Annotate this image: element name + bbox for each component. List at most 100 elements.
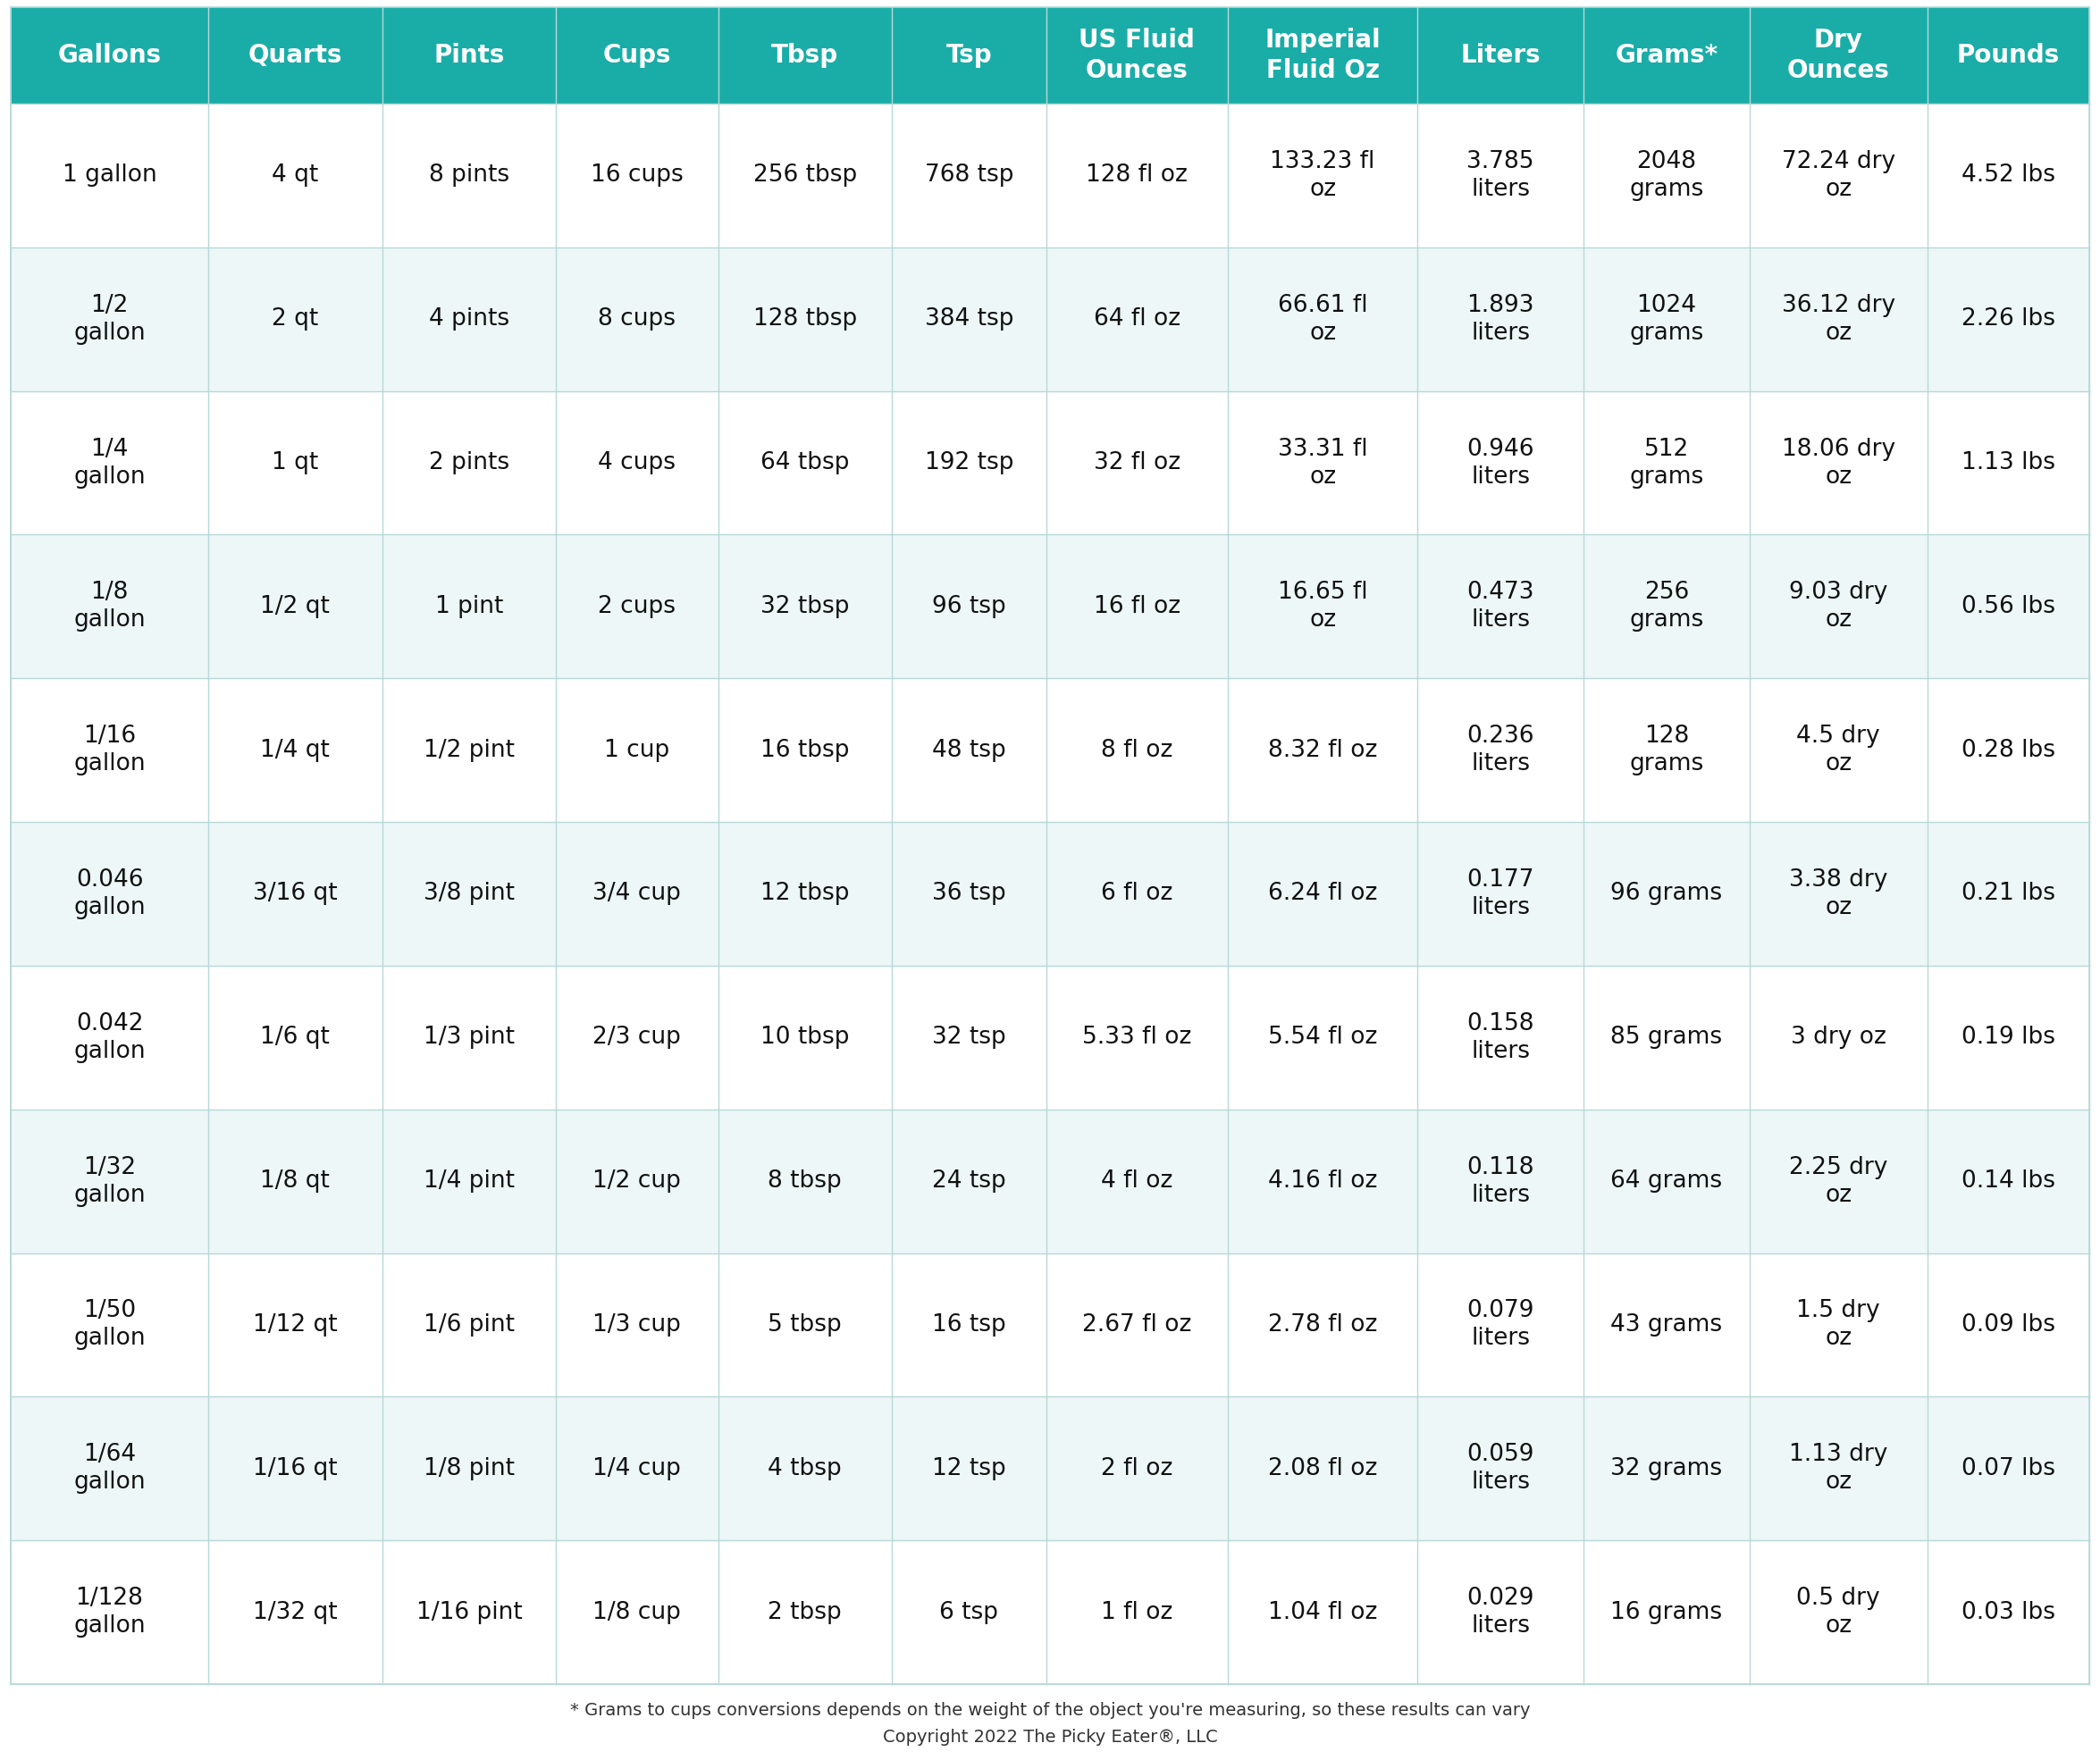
- Text: 1/3 cup: 1/3 cup: [592, 1313, 680, 1336]
- Text: 16 cups: 16 cups: [590, 164, 682, 187]
- Text: 1/4 qt: 1/4 qt: [260, 739, 330, 762]
- Text: 2 cups: 2 cups: [598, 595, 676, 618]
- Text: 0.19 lbs: 0.19 lbs: [1961, 1026, 2056, 1049]
- Text: 0.118
liters: 0.118 liters: [1466, 1156, 1535, 1207]
- Bar: [10, 1253, 208, 1397]
- Bar: [718, 966, 892, 1109]
- Bar: [556, 1109, 718, 1253]
- Bar: [1228, 1253, 1418, 1397]
- Bar: [382, 104, 556, 248]
- Bar: [10, 104, 208, 248]
- Text: 5 tbsp: 5 tbsp: [769, 1313, 842, 1336]
- Bar: [208, 104, 382, 248]
- Text: 72.24 dry
oz: 72.24 dry oz: [1781, 150, 1894, 201]
- Text: 64 fl oz: 64 fl oz: [1094, 308, 1180, 331]
- Text: Tbsp: Tbsp: [771, 42, 838, 69]
- Text: * Grams to cups conversions depends on the weight of the object you're measuring: * Grams to cups conversions depends on t…: [569, 1702, 1531, 1720]
- Text: 2.67 fl oz: 2.67 fl oz: [1082, 1313, 1191, 1336]
- Text: Gallons: Gallons: [57, 42, 162, 69]
- Text: 24 tsp: 24 tsp: [932, 1170, 1006, 1193]
- Text: 0.56 lbs: 0.56 lbs: [1961, 595, 2056, 618]
- Bar: [718, 391, 892, 535]
- Bar: [1418, 678, 1583, 822]
- Bar: [1583, 248, 1749, 391]
- Text: 4 qt: 4 qt: [271, 164, 319, 187]
- Text: 3/4 cup: 3/4 cup: [592, 882, 680, 905]
- Text: 32 tbsp: 32 tbsp: [760, 595, 850, 618]
- Text: 66.61 fl
oz: 66.61 fl oz: [1277, 294, 1367, 345]
- Bar: [1749, 1540, 1928, 1684]
- Text: 33.31 fl
oz: 33.31 fl oz: [1277, 438, 1367, 488]
- Text: 2 fl oz: 2 fl oz: [1100, 1457, 1172, 1480]
- Bar: [10, 1540, 208, 1684]
- Bar: [556, 678, 718, 822]
- Text: 0.5 dry
oz: 0.5 dry oz: [1796, 1588, 1880, 1639]
- Bar: [1928, 391, 2090, 535]
- Bar: [556, 822, 718, 966]
- Bar: [1228, 1109, 1418, 1253]
- Bar: [10, 7, 208, 104]
- Text: US Fluid
Ounces: US Fluid Ounces: [1079, 28, 1195, 83]
- Bar: [556, 535, 718, 678]
- Text: 1 pint: 1 pint: [435, 595, 504, 618]
- Bar: [10, 822, 208, 966]
- Text: Cups: Cups: [603, 42, 672, 69]
- Text: 1/12 qt: 1/12 qt: [252, 1313, 338, 1336]
- Bar: [718, 822, 892, 966]
- Bar: [1583, 7, 1749, 104]
- Bar: [382, 535, 556, 678]
- Bar: [718, 1397, 892, 1540]
- Bar: [1228, 678, 1418, 822]
- Text: 8.32 fl oz: 8.32 fl oz: [1268, 739, 1378, 762]
- Bar: [556, 1253, 718, 1397]
- Text: 2 qt: 2 qt: [271, 308, 319, 331]
- Bar: [1928, 822, 2090, 966]
- Text: 128
grams: 128 grams: [1630, 725, 1703, 776]
- Bar: [10, 248, 208, 391]
- Text: Imperial
Fluid Oz: Imperial Fluid Oz: [1264, 28, 1380, 83]
- Text: 18.06 dry
oz: 18.06 dry oz: [1781, 438, 1894, 488]
- Text: 10 tbsp: 10 tbsp: [760, 1026, 850, 1049]
- Bar: [1046, 1253, 1228, 1397]
- Text: 1/32
gallon: 1/32 gallon: [74, 1156, 145, 1207]
- Text: 0.21 lbs: 0.21 lbs: [1961, 882, 2056, 905]
- Bar: [718, 248, 892, 391]
- Bar: [1749, 1253, 1928, 1397]
- Bar: [556, 1540, 718, 1684]
- Text: 3/16 qt: 3/16 qt: [252, 882, 338, 905]
- Bar: [1418, 104, 1583, 248]
- Text: 1/8 qt: 1/8 qt: [260, 1170, 330, 1193]
- Bar: [382, 678, 556, 822]
- Text: 1/8
gallon: 1/8 gallon: [74, 581, 145, 632]
- Text: 3 dry oz: 3 dry oz: [1791, 1026, 1886, 1049]
- Text: 1/16 qt: 1/16 qt: [252, 1457, 338, 1480]
- Bar: [1046, 248, 1228, 391]
- Text: 1.13 dry
oz: 1.13 dry oz: [1789, 1443, 1888, 1494]
- Bar: [1418, 1540, 1583, 1684]
- Bar: [1749, 248, 1928, 391]
- Text: 2 pints: 2 pints: [428, 451, 510, 475]
- Text: 6.24 fl oz: 6.24 fl oz: [1268, 882, 1378, 905]
- Bar: [1418, 1253, 1583, 1397]
- Text: 36.12 dry
oz: 36.12 dry oz: [1781, 294, 1894, 345]
- Text: 36 tsp: 36 tsp: [932, 882, 1006, 905]
- Text: 9.03 dry
oz: 9.03 dry oz: [1789, 581, 1888, 632]
- Text: Quarts: Quarts: [248, 42, 342, 69]
- Bar: [208, 678, 382, 822]
- Text: 1 fl oz: 1 fl oz: [1100, 1600, 1172, 1624]
- Bar: [718, 7, 892, 104]
- Text: 16 tbsp: 16 tbsp: [760, 739, 850, 762]
- Bar: [892, 535, 1046, 678]
- Text: 2 tbsp: 2 tbsp: [769, 1600, 842, 1624]
- Bar: [1418, 7, 1583, 104]
- Text: 1/3 pint: 1/3 pint: [424, 1026, 514, 1049]
- Text: 0.946
liters: 0.946 liters: [1466, 438, 1535, 488]
- Bar: [1583, 1253, 1749, 1397]
- Bar: [382, 966, 556, 1109]
- Text: 32 grams: 32 grams: [1611, 1457, 1722, 1480]
- Text: 0.046
gallon: 0.046 gallon: [74, 868, 145, 919]
- Text: 3/8 pint: 3/8 pint: [424, 882, 514, 905]
- Bar: [1046, 966, 1228, 1109]
- Text: 1/64
gallon: 1/64 gallon: [74, 1443, 145, 1494]
- Text: Pints: Pints: [433, 42, 504, 69]
